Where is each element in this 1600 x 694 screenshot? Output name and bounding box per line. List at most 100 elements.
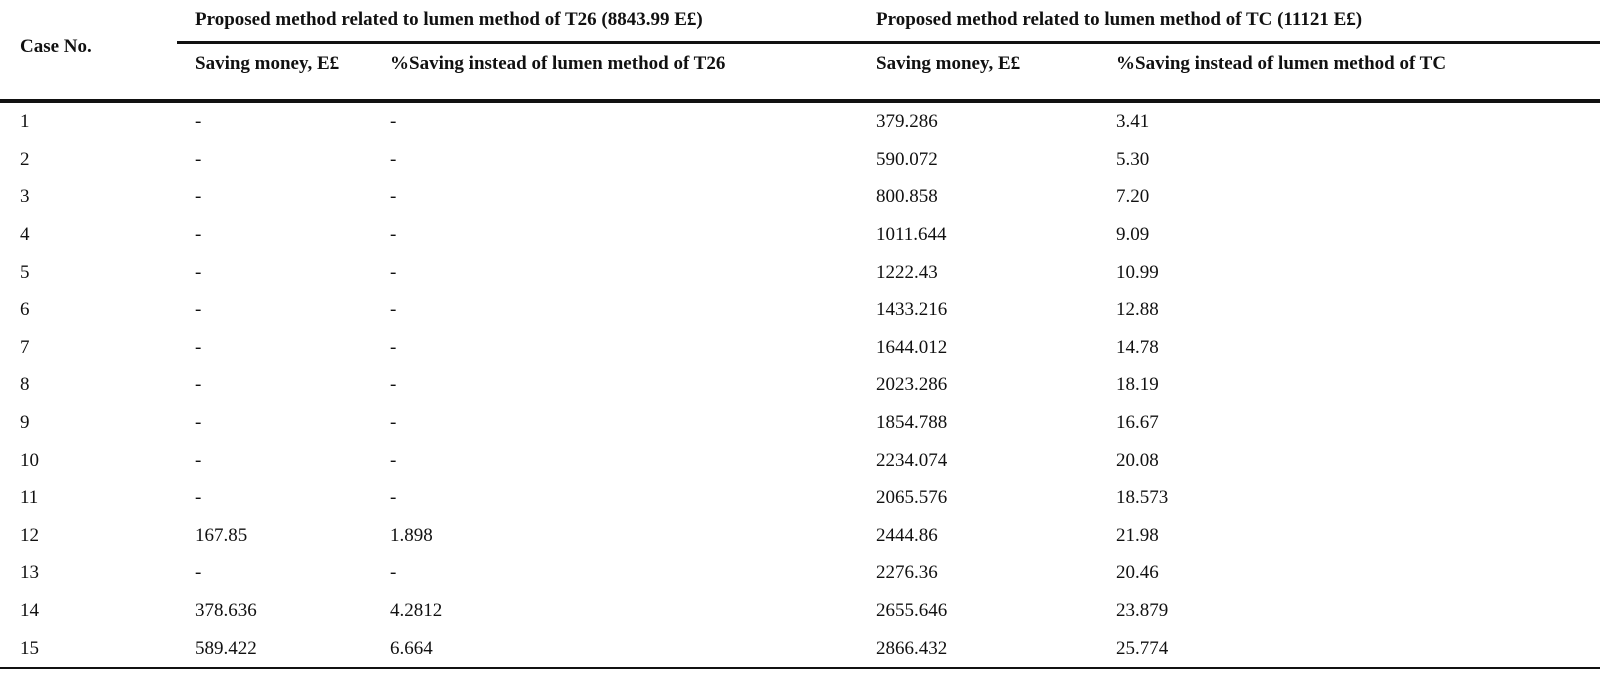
cell-saving-money-t26: - bbox=[195, 336, 202, 358]
table-row: 8 - - 2023.286 18.19 bbox=[0, 366, 1600, 404]
header-row-groups: Case No. Proposed method related to lume… bbox=[0, 0, 1600, 103]
cell-saving-money-tc: 590.072 bbox=[876, 148, 938, 170]
cell-case-no: 11 bbox=[20, 487, 39, 509]
table-row: 13 - - 2276.36 20.46 bbox=[0, 554, 1600, 592]
cell-percent-saving-t26: 6.664 bbox=[390, 629, 876, 669]
cell-case-no: 8 bbox=[20, 374, 30, 396]
cell-percent-saving-t26: 1.898 bbox=[390, 524, 433, 546]
cell-saving-money-t26: - bbox=[195, 186, 202, 208]
cell-saving-money-tc: 2065.576 bbox=[876, 487, 948, 509]
table-row: 11 - - 2065.576 18.573 bbox=[0, 479, 1600, 517]
cell-case-no: 1 bbox=[20, 111, 30, 133]
cell-saving-money-t26: - bbox=[195, 374, 202, 396]
cell-percent-saving-t26: - bbox=[390, 111, 397, 133]
cell-case-no: 6 bbox=[20, 299, 30, 321]
cell-percent-saving-tc: 10.99 bbox=[1116, 261, 1159, 283]
subheader-saving-money-t26: Saving money, E£ bbox=[177, 42, 390, 103]
cell-percent-saving-t26: - bbox=[390, 186, 397, 208]
table-row: 3 - - 800.858 7.20 bbox=[0, 178, 1600, 216]
cell-saving-money-t26: - bbox=[195, 224, 202, 246]
savings-table: Case No. Proposed method related to lume… bbox=[0, 0, 1600, 669]
cell-percent-saving-tc: 20.08 bbox=[1116, 449, 1159, 471]
cell-saving-money-tc: 800.858 bbox=[876, 186, 938, 208]
table-row: 14 378.636 4.2812 2655.646 23.879 bbox=[0, 592, 1600, 630]
table-row: 5 - - 1222.43 10.99 bbox=[0, 253, 1600, 291]
cell-saving-money-tc: 1854.788 bbox=[876, 412, 948, 434]
cell-saving-money-t26: - bbox=[195, 148, 202, 170]
subheader-percent-saving-t26: %Saving instead of lumen method of T26 bbox=[390, 42, 876, 103]
cell-percent-saving-tc: 20.46 bbox=[1116, 562, 1159, 584]
cell-case-no: 15 bbox=[0, 629, 177, 669]
cell-case-no: 14 bbox=[20, 600, 39, 622]
cell-percent-saving-t26: 4.2812 bbox=[390, 600, 443, 622]
cell-saving-money-t26: - bbox=[195, 261, 202, 283]
cell-percent-saving-tc: 14.78 bbox=[1116, 336, 1159, 358]
cell-saving-money-tc: 379.286 bbox=[876, 111, 938, 133]
cell-case-no: 7 bbox=[20, 336, 30, 358]
group-header-tc: Proposed method related to lumen method … bbox=[876, 0, 1600, 44]
cell-saving-money-t26: 167.85 bbox=[195, 524, 248, 546]
cell-case-no: 2 bbox=[20, 148, 30, 170]
cell-case-no: 10 bbox=[20, 449, 39, 471]
cell-saving-money-tc: 1011.644 bbox=[876, 224, 947, 246]
cell-saving-money-tc: 2655.646 bbox=[876, 600, 948, 622]
cell-percent-saving-t26: - bbox=[390, 336, 397, 358]
subheader-saving-money-tc: Saving money, E£ bbox=[876, 42, 1116, 103]
subheader-percent-saving-tc: %Saving instead of lumen method of TC bbox=[1116, 42, 1600, 103]
table-row: 15 589.422 6.664 2866.432 25.774 bbox=[0, 629, 1600, 669]
table-row: 12 167.85 1.898 2444.86 21.98 bbox=[0, 517, 1600, 555]
table-row: 2 - - 590.072 5.30 bbox=[0, 141, 1600, 179]
table-body: 1 - - 379.286 3.41 2 - - 590.072 5.30 3 - - 800.858 7.… bbox=[0, 101, 1600, 669]
cell-saving-money-t26: - bbox=[195, 449, 202, 471]
cell-percent-saving-tc: 7.20 bbox=[1116, 186, 1150, 208]
cell-percent-saving-tc: 5.30 bbox=[1116, 148, 1150, 170]
cell-percent-saving-tc: 9.09 bbox=[1116, 224, 1150, 246]
table-header: Case No. Proposed method related to lume… bbox=[0, 0, 1600, 103]
case-no-header: Case No. bbox=[0, 0, 177, 103]
cell-saving-money-t26: - bbox=[195, 412, 202, 434]
cell-percent-saving-tc: 16.67 bbox=[1116, 412, 1159, 434]
cell-percent-saving-tc: 18.19 bbox=[1116, 374, 1159, 396]
header-row-subcolumns: Saving money, E£ %Saving instead of lume… bbox=[0, 42, 1600, 103]
cell-saving-money-t26: - bbox=[195, 111, 202, 133]
cell-percent-saving-t26: - bbox=[390, 449, 397, 471]
table-row: 4 - - 1011.644 9.09 bbox=[0, 216, 1600, 254]
cell-saving-money-t26: 589.422 bbox=[177, 629, 390, 669]
cell-saving-money-t26: - bbox=[195, 487, 202, 509]
table-row: 7 - - 1644.012 14.78 bbox=[0, 329, 1600, 367]
cell-saving-money-t26: - bbox=[195, 299, 202, 321]
cell-saving-money-tc: 2276.36 bbox=[876, 562, 938, 584]
cell-percent-saving-tc: 23.879 bbox=[1116, 600, 1169, 622]
cell-case-no: 12 bbox=[20, 524, 39, 546]
cell-saving-money-t26: 378.636 bbox=[195, 600, 257, 622]
cell-case-no: 3 bbox=[20, 186, 30, 208]
cell-percent-saving-t26: - bbox=[390, 224, 397, 246]
table-row: 6 - - 1433.216 12.88 bbox=[0, 291, 1600, 329]
cell-saving-money-tc: 2023.286 bbox=[876, 374, 948, 396]
savings-table-container: Case No. Proposed method related to lume… bbox=[0, 0, 1600, 669]
cell-percent-saving-tc: 12.88 bbox=[1116, 299, 1159, 321]
cell-percent-saving-t26: - bbox=[390, 148, 397, 170]
cell-saving-money-tc: 1644.012 bbox=[876, 336, 948, 358]
table-row: 10 - - 2234.074 20.08 bbox=[0, 441, 1600, 479]
group-header-t26: Proposed method related to lumen method … bbox=[177, 0, 876, 44]
cell-saving-money-tc: 2866.432 bbox=[876, 629, 1116, 669]
cell-saving-money-tc: 2444.86 bbox=[876, 524, 938, 546]
table-row: 1 - - 379.286 3.41 bbox=[0, 101, 1600, 141]
cell-percent-saving-t26: - bbox=[390, 374, 397, 396]
cell-percent-saving-tc: 25.774 bbox=[1116, 629, 1600, 669]
cell-case-no: 9 bbox=[20, 412, 30, 434]
cell-percent-saving-t26: - bbox=[390, 261, 397, 283]
cell-saving-money-tc: 1433.216 bbox=[876, 299, 948, 321]
table-row: 9 - - 1854.788 16.67 bbox=[0, 404, 1600, 442]
cell-percent-saving-tc: 18.573 bbox=[1116, 487, 1169, 509]
cell-percent-saving-t26: - bbox=[390, 299, 397, 321]
cell-case-no: 5 bbox=[20, 261, 30, 283]
cell-case-no: 4 bbox=[20, 224, 30, 246]
cell-saving-money-t26: - bbox=[195, 562, 202, 584]
cell-percent-saving-t26: - bbox=[390, 562, 397, 584]
cell-percent-saving-tc: 3.41 bbox=[1116, 111, 1150, 133]
cell-percent-saving-t26: - bbox=[390, 487, 397, 509]
cell-percent-saving-tc: 21.98 bbox=[1116, 524, 1159, 546]
cell-saving-money-tc: 1222.43 bbox=[876, 261, 938, 283]
